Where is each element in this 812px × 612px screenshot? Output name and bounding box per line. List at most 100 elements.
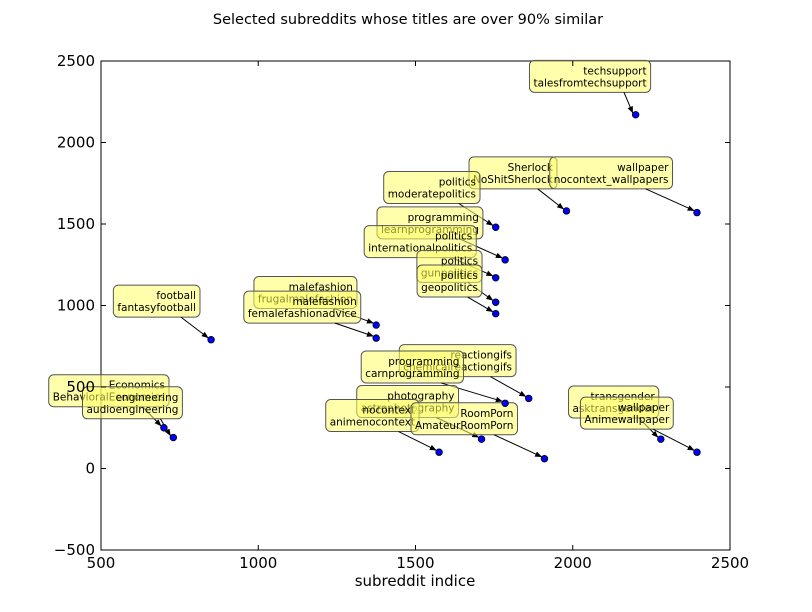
annotation-label: malefashion [292, 296, 356, 308]
x-tick-label: 1000 [239, 554, 277, 572]
annotation-label: audioengineering [86, 404, 178, 416]
y-tick-label: 1000 [57, 297, 95, 315]
annotation-label: wallpaper [618, 402, 670, 414]
annotation-label: wallpaper [617, 162, 669, 174]
data-point [435, 448, 443, 456]
annotation-label: politics [435, 231, 472, 243]
annotation-box [81, 386, 183, 420]
data-point [491, 223, 500, 231]
x-axis-label: subreddit indice [355, 572, 476, 590]
x-tick-label: 2000 [554, 554, 592, 572]
annotation-box [528, 59, 652, 93]
y-tick-label: −500 [54, 541, 95, 559]
annotation-label: animenocontext [330, 417, 415, 429]
annotation-box [243, 290, 362, 324]
data-point [491, 274, 500, 282]
x-tick-label: 500 [87, 554, 116, 572]
annotation-label: carnprogramming [365, 368, 459, 380]
data-point [657, 435, 665, 443]
data-point [491, 309, 500, 318]
annotation-label: politics [441, 255, 478, 267]
annotation-label: programming [408, 212, 479, 224]
annotation-label: femalefashionadvice [248, 308, 357, 320]
annotation-label: techsupport [583, 65, 646, 77]
points-layer [160, 111, 701, 463]
annotation-label: NoShitSherlock [473, 174, 554, 186]
annotation-arrow [490, 376, 527, 397]
data-point [631, 111, 640, 119]
annotation-label: politics [439, 176, 476, 188]
annotation-arrow [334, 322, 374, 337]
annotation-label: reactiongifs [450, 350, 512, 362]
annotation-box [549, 156, 674, 190]
data-point [169, 433, 178, 442]
y-tick-label: 1500 [57, 215, 95, 233]
x-tick-label: 1500 [396, 554, 434, 572]
data-point [491, 298, 500, 306]
data-point [693, 208, 701, 217]
data-point [160, 424, 168, 432]
annotation-arrow [467, 296, 494, 313]
annotation-arrow [180, 316, 209, 339]
annotation-box [360, 350, 464, 384]
y-tick-label: 2000 [57, 134, 95, 152]
annotation-label: geopolitics [421, 282, 478, 294]
annotation-arrow [652, 428, 695, 451]
annotation-label: Sherlock [508, 162, 554, 174]
data-point [540, 455, 549, 463]
annotation-label: programming [388, 356, 459, 368]
data-point [477, 435, 486, 443]
x-tick-label: 2500 [711, 554, 749, 572]
annotation-arrow [493, 434, 543, 458]
data-point [207, 336, 215, 344]
y-axis-ticks: −500 0 500 1000 1500 2000 2500 [54, 52, 730, 559]
data-point [525, 394, 533, 403]
data-point [562, 207, 571, 215]
annotation-label: RoomPorn [460, 408, 513, 420]
annotation-box [410, 402, 518, 436]
x-axis-ticks: 500 1000 1500 2000 2500 [87, 61, 749, 572]
annotation-label: Animewallpaper [584, 414, 670, 426]
y-tick-label: 0 [85, 460, 95, 478]
annotation-arrow [623, 92, 634, 114]
y-tick-label: 500 [66, 378, 95, 396]
data-point [501, 256, 509, 264]
annotation-box [383, 170, 481, 204]
annotation-label: fantasyfootball [117, 302, 196, 314]
annotation-box [112, 284, 201, 318]
y-tick-label: 2500 [57, 52, 95, 70]
annotation-arrow [537, 188, 565, 210]
data-point [693, 448, 701, 456]
annotation-box [416, 264, 483, 298]
annotation-label: nocontext [362, 405, 415, 417]
annotation-label: talesfromtechsupport [533, 77, 646, 89]
annotation-label: engineering [116, 392, 179, 404]
chart-title: Selected subreddits whose titles are ove… [213, 12, 603, 28]
annotation-arrow [645, 188, 695, 212]
annotation-label: politics [441, 270, 478, 282]
annotation-box [579, 396, 674, 430]
data-point [372, 321, 380, 329]
data-point [372, 334, 380, 342]
annotation-label: moderatepolitics [388, 188, 476, 200]
annotation-label: AmateurRoomPorn [415, 420, 513, 432]
annotation-label: malefashion [289, 281, 353, 293]
annotation-label: football [156, 290, 196, 302]
annotation-arrow [398, 431, 437, 451]
data-point [501, 399, 509, 407]
